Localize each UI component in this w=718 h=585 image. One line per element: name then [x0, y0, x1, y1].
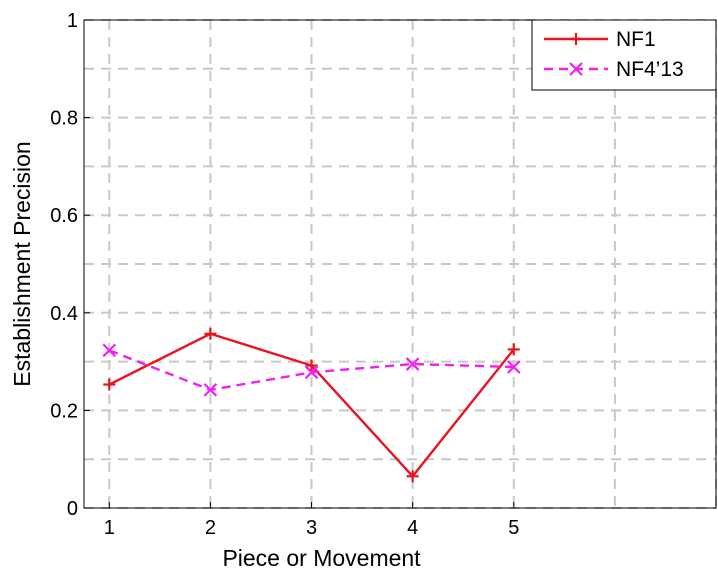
legend: NF1 NF4’13 — [531, 19, 717, 91]
y-axis-label: Establishment Precision — [9, 141, 35, 386]
data-point-marker — [304, 365, 319, 380]
plot-frame — [83, 19, 717, 509]
data-point-marker — [102, 343, 117, 358]
legend-marker-stroke — [569, 62, 583, 76]
y-tick-label: 0.4 — [50, 303, 78, 325]
legend-box — [531, 19, 717, 91]
x-tick-label: 2 — [205, 517, 216, 539]
y-tick-label: 1 — [67, 10, 78, 32]
series-0 — [103, 327, 520, 483]
y-tick-label: 0.2 — [50, 400, 78, 422]
data-point-marker — [203, 383, 218, 397]
y-tick-label: 0.8 — [50, 108, 78, 130]
x-tick-label: 5 — [508, 517, 519, 539]
grid — [84, 19, 717, 509]
x-tick-label: 4 — [407, 517, 418, 539]
series-1 — [102, 343, 521, 397]
series-lines — [102, 327, 521, 483]
legend-label-nf4-13: NF4’13 — [616, 58, 684, 81]
x-tick-label: 1 — [104, 517, 115, 539]
x-tick-label: 3 — [306, 517, 317, 539]
y-tick-label: 0.6 — [50, 205, 78, 227]
legend-marker-nf1 — [570, 33, 582, 45]
data-point-marker — [405, 357, 420, 371]
legend-label-nf1: NF1 — [616, 28, 656, 51]
y-tick-label: 0 — [67, 498, 78, 520]
axis-ticks: 1 2 3 4 5 0 0.2 0.4 0.6 0.8 1 — [50, 10, 519, 539]
x-axis-label: Piece or Movement — [222, 545, 421, 571]
data-point-marker — [506, 360, 521, 374]
legend-marker-nf4-13 — [569, 62, 583, 76]
